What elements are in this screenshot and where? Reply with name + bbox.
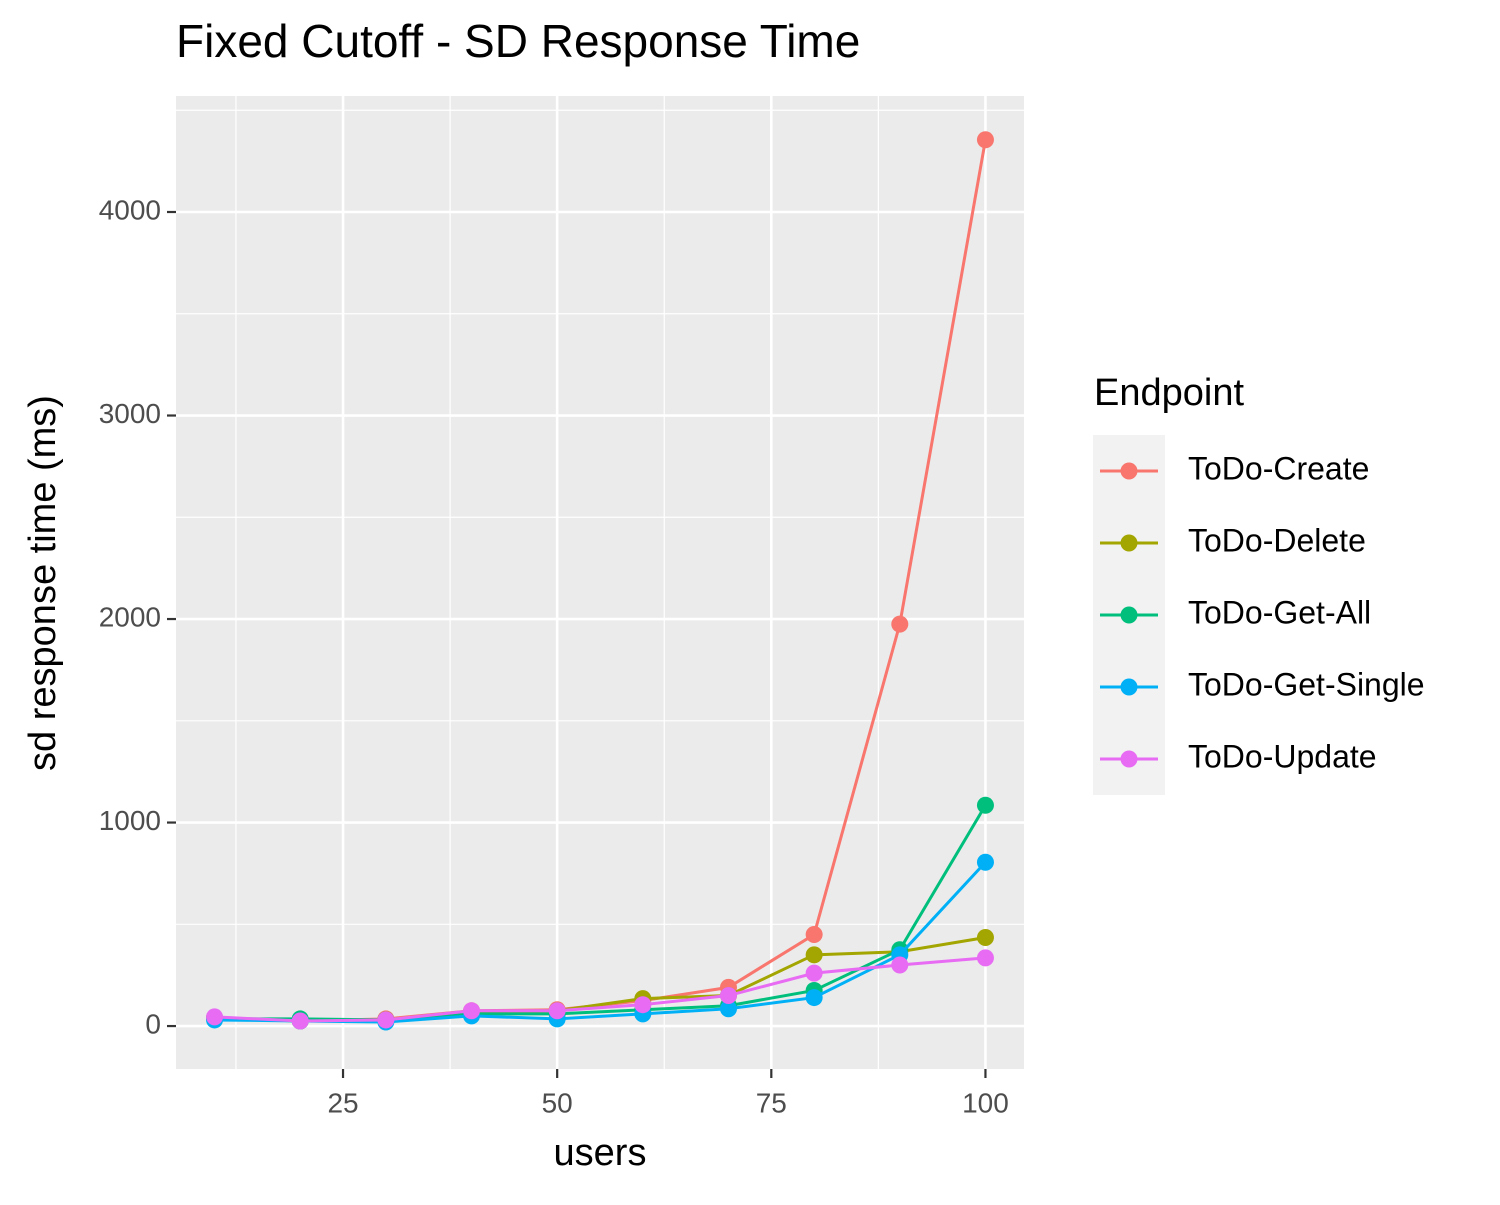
x-tick-label: 100 <box>962 1087 1009 1118</box>
data-point <box>976 949 994 967</box>
x-tick-label: 75 <box>756 1087 787 1118</box>
data-point <box>976 929 994 947</box>
data-point <box>719 1000 737 1018</box>
data-point <box>719 987 737 1005</box>
y-tick-label: 4000 <box>99 194 161 225</box>
data-point <box>377 1011 395 1029</box>
legend-label: ToDo-Get-All <box>1188 594 1371 630</box>
data-point <box>891 615 909 633</box>
legend-key-point <box>1120 534 1138 552</box>
legend-label: ToDo-Delete <box>1188 522 1366 558</box>
plot-panel <box>176 96 1024 1069</box>
legend-label: ToDo-Create <box>1188 450 1369 486</box>
data-point <box>976 131 994 149</box>
data-point <box>634 996 652 1014</box>
legend-label: ToDo-Get-Single <box>1188 666 1425 702</box>
legend-key-point <box>1120 606 1138 624</box>
data-point <box>548 1002 566 1020</box>
y-axis-title: sd response time (ms) <box>22 395 64 771</box>
chart-title: Fixed Cutoff - SD Response Time <box>176 15 860 67</box>
y-tick-label: 2000 <box>99 601 161 632</box>
x-tick-label: 25 <box>327 1087 358 1118</box>
series-line <box>214 956 986 1023</box>
data-point <box>463 1002 481 1020</box>
y-tick-label: 3000 <box>99 398 161 429</box>
legend-key-point <box>1120 462 1138 480</box>
data-point <box>805 989 823 1007</box>
data-point <box>206 1008 224 1026</box>
x-axis-title: users <box>554 1132 647 1174</box>
y-tick-label: 1000 <box>99 805 161 836</box>
data-point <box>976 796 994 814</box>
legend-key-point <box>1120 750 1138 768</box>
x-tick-label: 50 <box>542 1087 573 1118</box>
data-point <box>805 964 823 982</box>
legend-key-point <box>1120 678 1138 696</box>
data-point <box>891 956 909 974</box>
legend-title: Endpoint <box>1094 372 1244 414</box>
data-point <box>976 853 994 871</box>
data-point <box>805 925 823 943</box>
data-point <box>805 946 823 964</box>
data-point <box>291 1012 309 1030</box>
y-tick-label: 0 <box>145 1008 161 1039</box>
legend-label: ToDo-Update <box>1188 738 1377 774</box>
